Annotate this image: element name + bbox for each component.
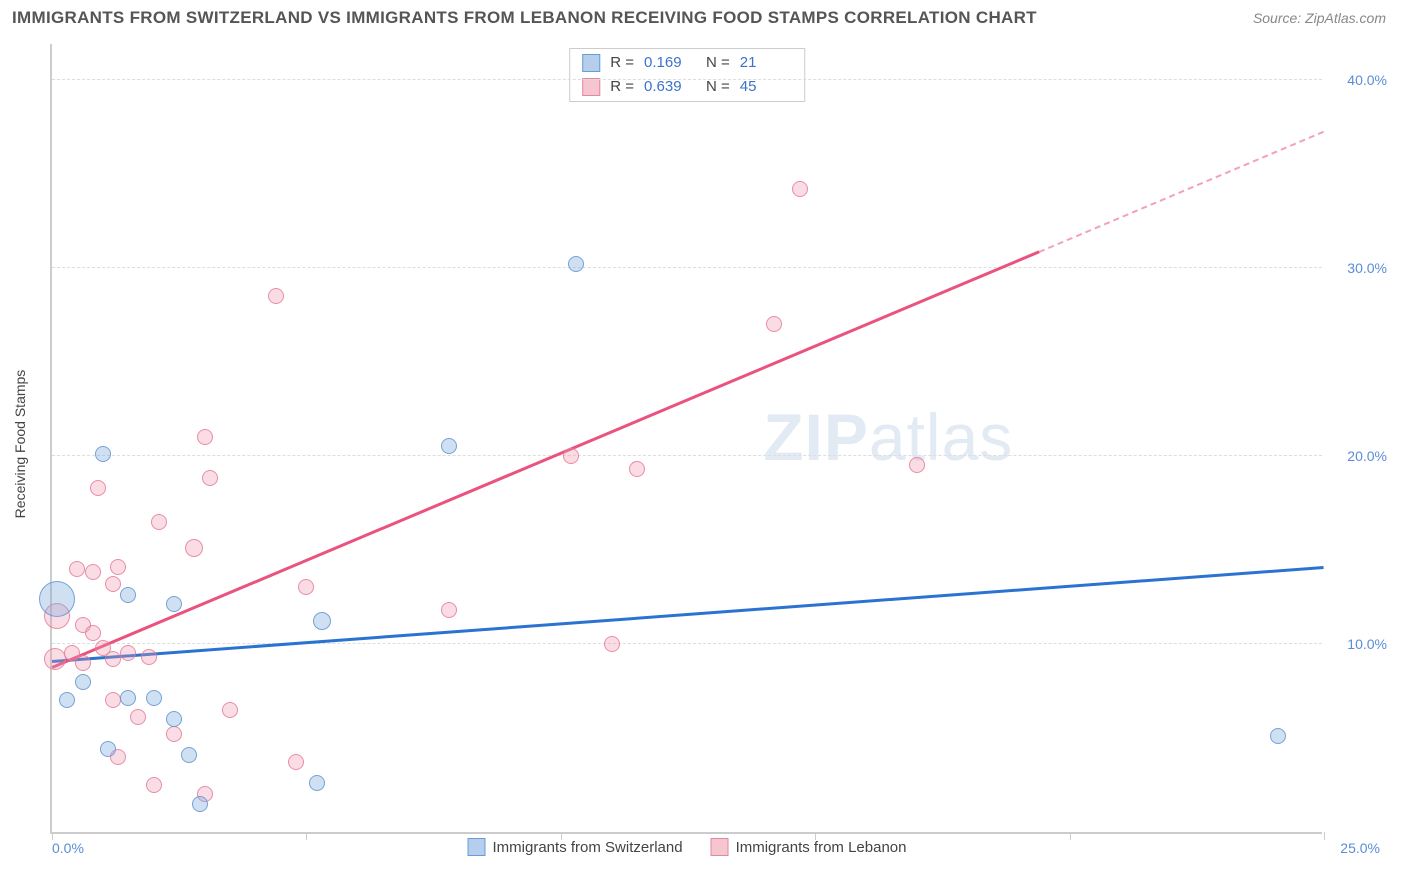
legend-row-switzerland: R =0.169 N =21 [570, 51, 804, 75]
data-point [192, 796, 208, 812]
gridline [52, 79, 1322, 80]
series-legend: Immigrants from Switzerland Immigrants f… [468, 838, 907, 856]
y-tick-label: 30.0% [1347, 260, 1387, 276]
data-point [105, 576, 121, 592]
data-point [120, 587, 136, 603]
data-point [629, 461, 645, 477]
data-point [85, 564, 101, 580]
data-point [69, 561, 85, 577]
x-axis-min-label: 0.0% [52, 840, 84, 856]
y-axis-title: Receiving Food Stamps [12, 370, 28, 519]
data-point [909, 457, 925, 473]
watermark: ZIPatlas [763, 399, 1013, 475]
data-point [268, 288, 284, 304]
data-point [105, 651, 121, 667]
data-point [568, 256, 584, 272]
data-point [146, 690, 162, 706]
data-point [166, 726, 182, 742]
x-tick [1324, 832, 1325, 840]
data-point [197, 429, 213, 445]
data-point [100, 741, 116, 757]
swatch-pink [582, 78, 600, 96]
data-point [75, 674, 91, 690]
data-point [95, 446, 111, 462]
swatch-blue [582, 54, 600, 72]
plot-area: ZIPatlas R =0.169 N =21 R =0.639 N =45 0… [50, 44, 1322, 834]
data-point [313, 612, 331, 630]
data-point [141, 649, 157, 665]
data-point [1270, 728, 1286, 744]
chart-title: IMMIGRANTS FROM SWITZERLAND VS IMMIGRANT… [12, 8, 1037, 28]
source-attribution: Source: ZipAtlas.com [1253, 10, 1386, 26]
data-point [90, 480, 106, 496]
swatch-blue-icon [468, 838, 486, 856]
data-point [39, 581, 75, 617]
swatch-pink-icon [711, 838, 729, 856]
data-point [166, 711, 182, 727]
data-point [85, 625, 101, 641]
x-tick [561, 832, 562, 840]
data-point [441, 438, 457, 454]
data-point [604, 636, 620, 652]
gridline [52, 455, 1322, 456]
data-point [441, 602, 457, 618]
data-point [288, 754, 304, 770]
data-point [181, 747, 197, 763]
y-tick-label: 10.0% [1347, 636, 1387, 652]
data-point [309, 775, 325, 791]
data-point [298, 579, 314, 595]
data-point [146, 777, 162, 793]
trend-line [1039, 130, 1325, 252]
data-point [75, 655, 91, 671]
chart-container: Receiving Food Stamps ZIPatlas R =0.169 … [48, 44, 1392, 844]
x-tick [52, 832, 53, 840]
y-tick-label: 20.0% [1347, 448, 1387, 464]
data-point [120, 645, 136, 661]
x-tick [815, 832, 816, 840]
data-point [185, 539, 203, 557]
data-point [110, 559, 126, 575]
data-point [766, 316, 782, 332]
x-tick [306, 832, 307, 840]
data-point [151, 514, 167, 530]
data-point [59, 692, 75, 708]
data-point [202, 470, 218, 486]
y-tick-label: 40.0% [1347, 72, 1387, 88]
trend-line [52, 566, 1324, 663]
correlation-legend: R =0.169 N =21 R =0.639 N =45 [569, 48, 805, 102]
data-point [120, 690, 136, 706]
data-point [563, 448, 579, 464]
gridline [52, 267, 1322, 268]
data-point [792, 181, 808, 197]
data-point [44, 648, 66, 670]
legend-item-switzerland: Immigrants from Switzerland [468, 838, 683, 856]
x-axis-max-label: 25.0% [1340, 840, 1380, 856]
legend-item-lebanon: Immigrants from Lebanon [711, 838, 907, 856]
data-point [105, 692, 121, 708]
gridline [52, 643, 1322, 644]
trend-line [52, 250, 1040, 668]
data-point [222, 702, 238, 718]
data-point [130, 709, 146, 725]
x-tick [1070, 832, 1071, 840]
data-point [166, 596, 182, 612]
